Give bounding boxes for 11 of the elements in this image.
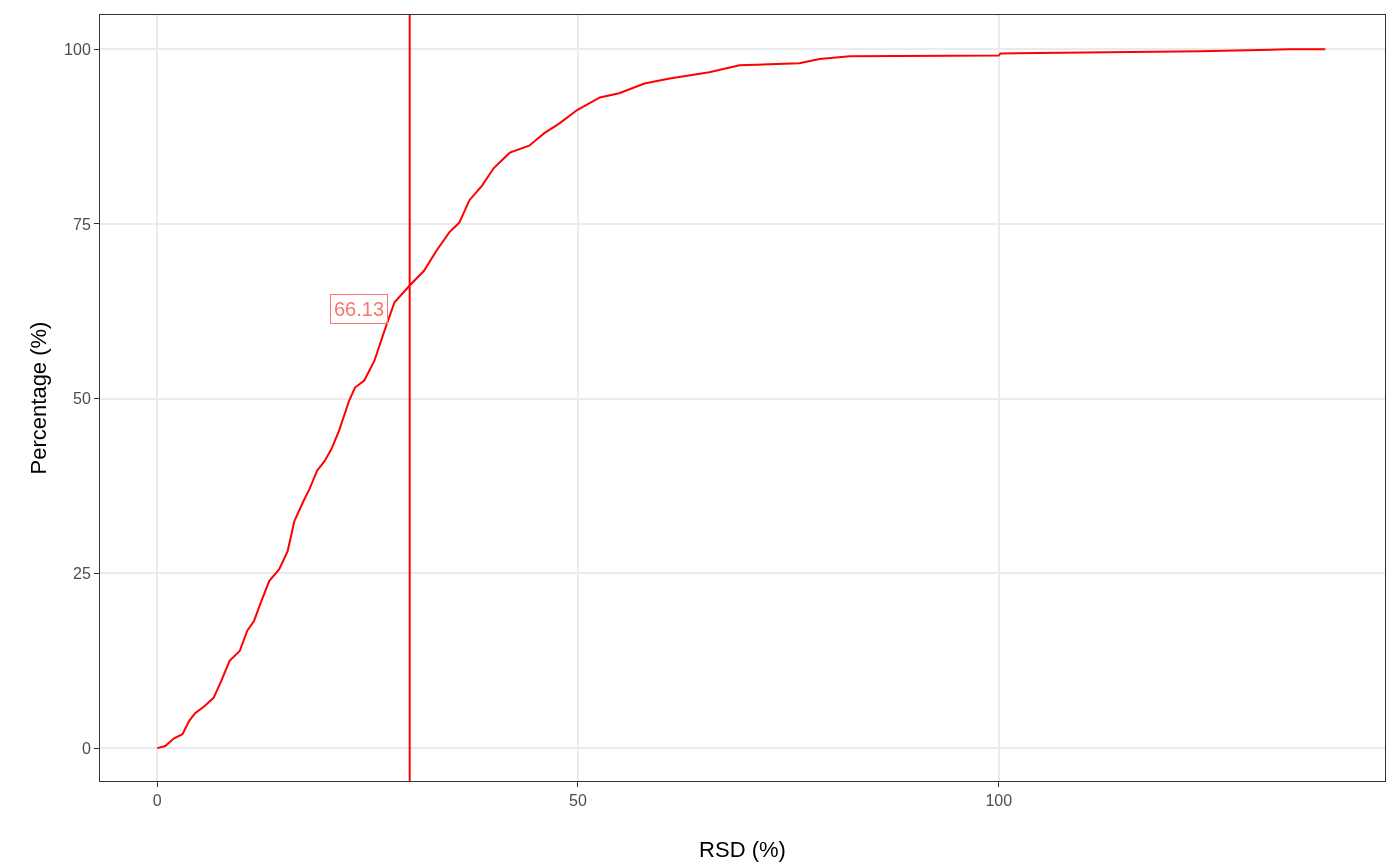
y-tick-label: 25 (73, 565, 91, 583)
y-axis-title: Percentage (%) (26, 321, 51, 475)
y-tick-label: 0 (81, 739, 91, 757)
x-tick-label: 100 (985, 792, 1013, 810)
x-tick-label: 0 (152, 792, 162, 810)
y-tick-label: 50 (73, 390, 91, 408)
y-tick-label: 100 (64, 40, 91, 58)
y-tick-label: 75 (73, 215, 91, 233)
annotation: 66.13 (334, 298, 385, 320)
x-tick-label: 50 (569, 792, 587, 810)
x-axis-title: RSD (%) (699, 837, 786, 862)
